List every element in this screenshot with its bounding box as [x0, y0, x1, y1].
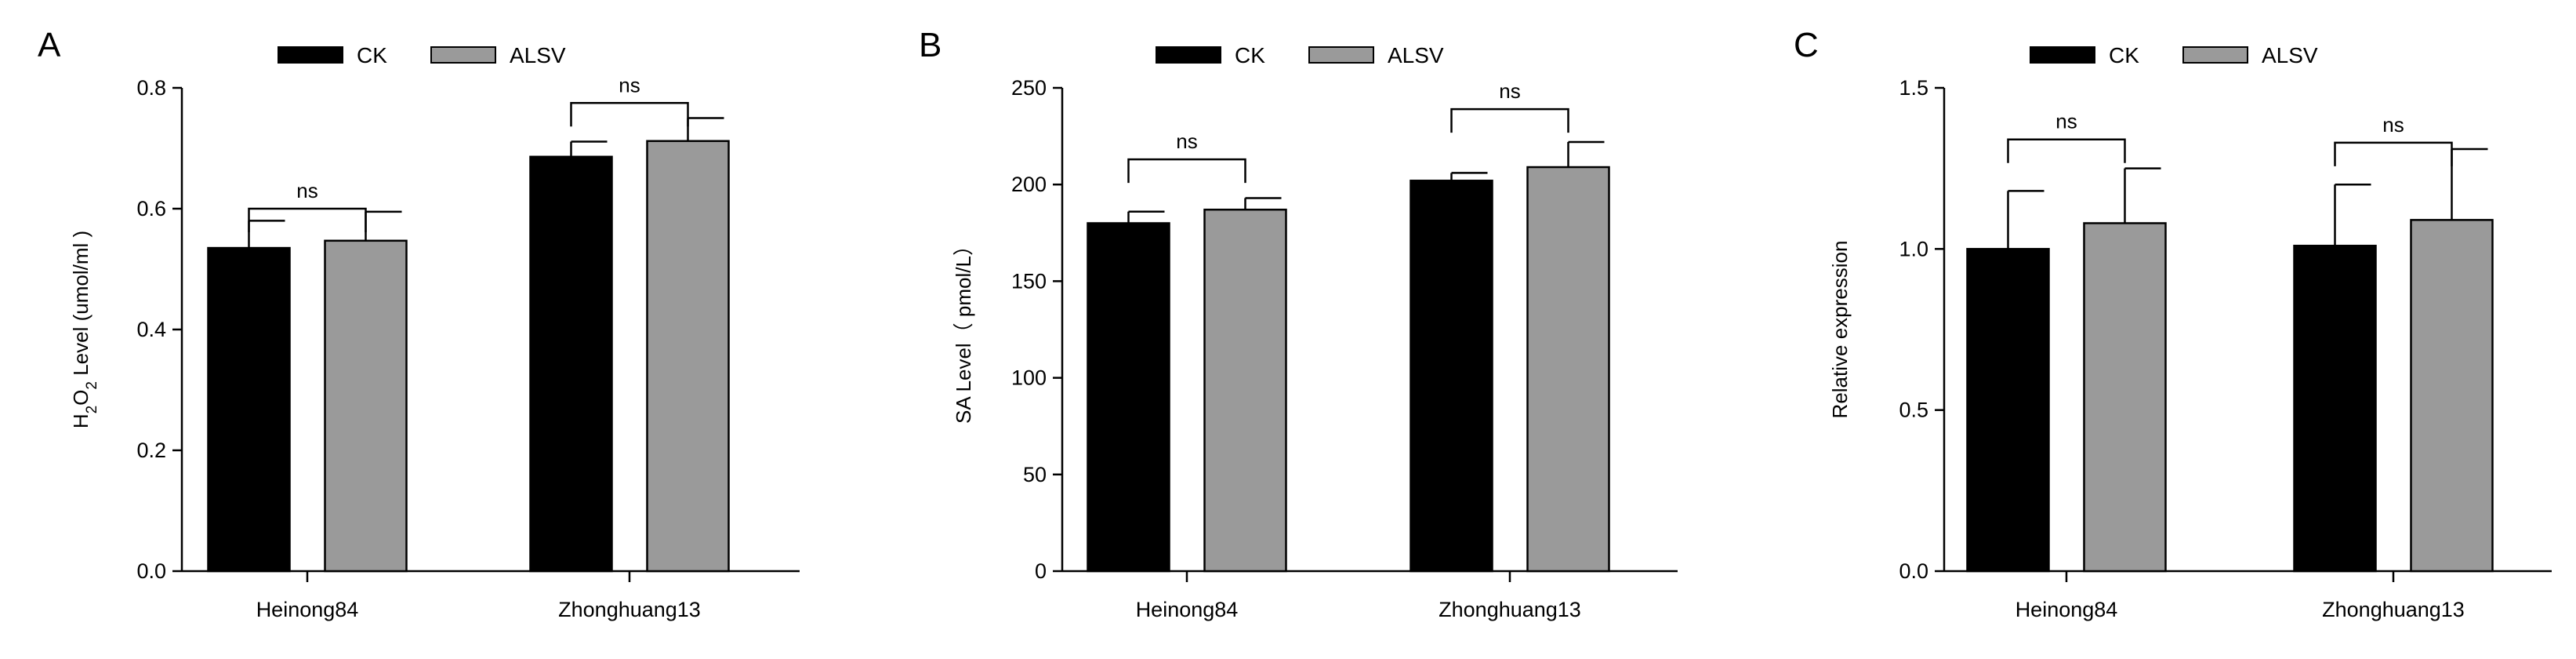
bar-ck-heinong84	[1087, 222, 1170, 573]
significance-bracket	[2334, 141, 2453, 166]
x-tick-label: Heinong84	[256, 598, 359, 621]
legend-label: CK	[357, 43, 387, 67]
significance-bracket	[248, 207, 367, 232]
bar-ck-heinong84	[207, 246, 291, 573]
y-tick-label: 0.8	[136, 76, 166, 100]
legend-label: ALSV	[2262, 43, 2318, 67]
significance-label: ns	[296, 179, 317, 202]
bar-alsv-heinong84	[1203, 208, 1287, 573]
legend-swatch	[2182, 46, 2248, 64]
panel-letter: C	[1794, 26, 1819, 64]
legend-swatch	[1156, 46, 1221, 64]
y-tick-label: 250	[1011, 76, 1047, 100]
y-axis-title: SA Level（ pmol/L）	[952, 235, 975, 424]
bar-alsv-zhonghuang13	[2410, 219, 2494, 573]
bar-ck-zhonghuang13	[1410, 180, 1493, 573]
y-tick-label: 200	[1011, 173, 1047, 196]
y-tick-label: 0.2	[136, 439, 166, 462]
chart-panel-c: C CK ALSV 0.0 0.5 1.0 1.5 Relative expression He…	[1794, 26, 2552, 621]
significance-label: ns	[1499, 79, 1520, 103]
chart-panel-b: B CK ALSV 0 50 100 150 200 250 SA Level（ pmol/L） H…	[919, 26, 1678, 621]
y-tick-label: 0.0	[136, 559, 166, 583]
bar-ck-heinong84	[1966, 248, 2050, 573]
legend-swatch	[430, 46, 496, 64]
y-tick-label: 0.0	[1899, 559, 1928, 583]
x-tick-label: Zhonghuang13	[2322, 598, 2465, 621]
bar-alsv-zhonghuang13	[1526, 166, 1610, 573]
bar-ck-zhonghuang13	[529, 155, 613, 573]
y-tick-label: 0	[1035, 559, 1047, 583]
bar-alsv-zhonghuang13	[646, 140, 730, 573]
significance-label: ns	[1176, 129, 1197, 153]
legend-label: ALSV	[510, 43, 566, 67]
significance-bracket	[1450, 107, 1569, 133]
y-axis-title: Relative expression	[1828, 241, 1852, 419]
bar-alsv-heinong84	[324, 239, 408, 573]
bar-alsv-heinong84	[2083, 222, 2167, 573]
y-axis-title: H2O2 Level (umol/ml )	[69, 231, 100, 428]
significance-bracket	[2007, 138, 2126, 163]
chart-panel-a: A CK ALSV 0.0 0.2 0.4 0.6 0.8 H2O2 Level (umol/m…	[38, 26, 800, 621]
x-tick-label: Zhonghuang13	[558, 598, 701, 621]
y-tick-label: 150	[1011, 269, 1047, 293]
panel-letter: B	[919, 26, 942, 64]
y-tick-label: 0.4	[136, 318, 166, 341]
y-tick-label: 50	[1023, 463, 1047, 486]
legend-swatch	[2030, 46, 2095, 64]
x-tick-label: Heinong84	[2015, 598, 2118, 621]
legend-swatch	[278, 46, 343, 64]
panel-letter: A	[38, 26, 61, 64]
significance-label: ns	[2055, 110, 2077, 133]
significance-bracket	[570, 102, 689, 127]
bar-ck-zhonghuang13	[2293, 244, 2377, 573]
y-tick-label: 100	[1011, 366, 1047, 390]
y-tick-label: 0.6	[136, 197, 166, 220]
x-tick-label: Heinong84	[1136, 598, 1239, 621]
y-tick-label: 1.0	[1899, 237, 1928, 260]
significance-label: ns	[619, 73, 640, 96]
significance-label: ns	[2382, 113, 2404, 137]
significance-bracket	[1127, 158, 1246, 184]
x-tick-label: Zhonghuang13	[1439, 598, 1581, 621]
legend-label: ALSV	[1388, 43, 1444, 67]
y-tick-label: 0.5	[1899, 399, 1928, 422]
legend-label: CK	[1235, 43, 1265, 67]
y-tick-label: 1.5	[1899, 76, 1928, 100]
legend-label: CK	[2109, 43, 2139, 67]
legend-swatch	[1308, 46, 1374, 64]
